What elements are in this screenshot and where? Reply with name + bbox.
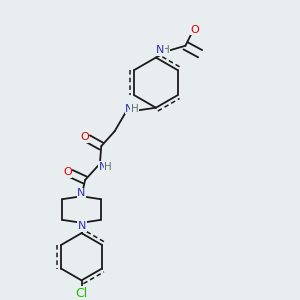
- Text: O: O: [80, 132, 89, 142]
- Text: N: N: [125, 103, 134, 114]
- Text: N: N: [77, 188, 86, 198]
- Text: N: N: [99, 162, 107, 172]
- Text: Cl: Cl: [75, 286, 88, 300]
- Text: H: H: [104, 162, 112, 172]
- Text: H: H: [131, 103, 139, 114]
- Text: O: O: [63, 167, 72, 177]
- Text: N: N: [156, 45, 164, 55]
- Text: N: N: [78, 221, 86, 231]
- Text: O: O: [191, 25, 200, 34]
- Text: H: H: [162, 45, 170, 55]
